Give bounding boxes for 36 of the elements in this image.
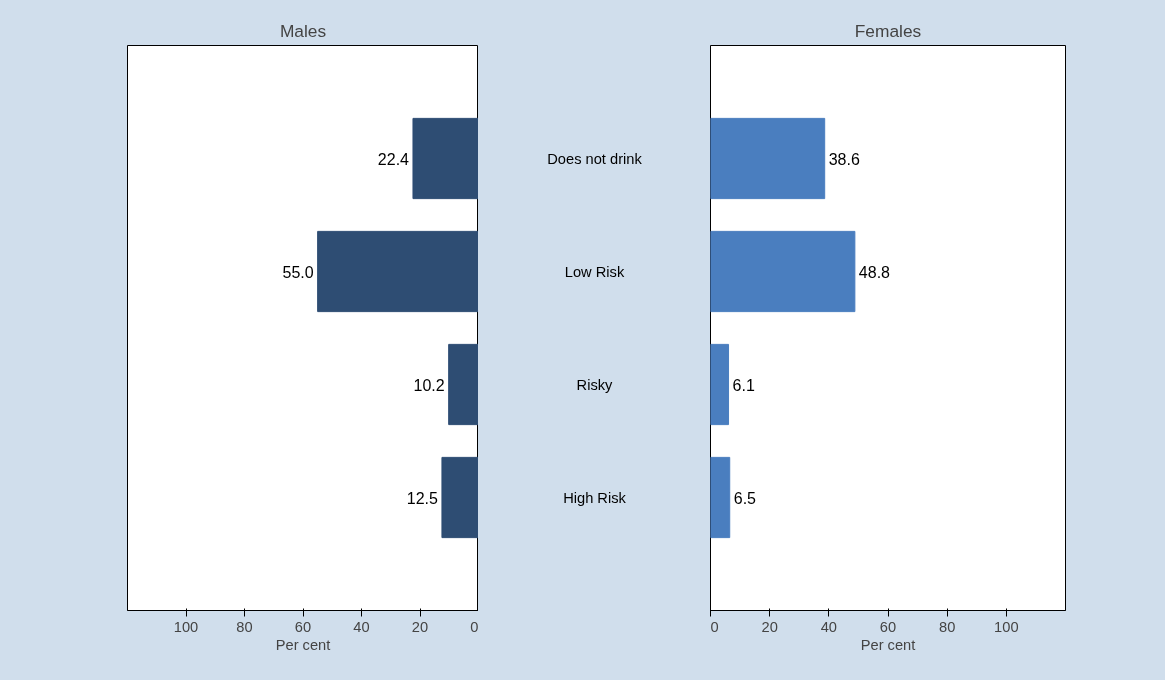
x-tick-label: 100 bbox=[173, 618, 199, 635]
category-label: Low Risk bbox=[564, 263, 625, 280]
x-tick-label: 20 bbox=[761, 618, 778, 635]
x-tick-label: 0 bbox=[470, 618, 479, 635]
category-label: Does not drink bbox=[547, 150, 642, 167]
bar bbox=[710, 230, 856, 313]
x-axis-title: Per cent bbox=[860, 636, 916, 653]
data-label: 22.4 bbox=[377, 150, 410, 168]
data-label: 10.2 bbox=[413, 376, 445, 394]
category-label: High Risk bbox=[563, 489, 626, 506]
x-tick-label: 80 bbox=[939, 618, 956, 635]
bar bbox=[710, 343, 730, 426]
data-label: 6.5 bbox=[733, 489, 757, 507]
x-tick-label: 60 bbox=[294, 618, 312, 635]
data-label: 6.1 bbox=[732, 376, 755, 394]
bar bbox=[317, 230, 478, 313]
data-label: 38.6 bbox=[828, 150, 860, 168]
bar bbox=[448, 343, 478, 426]
x-tick-label: 60 bbox=[879, 618, 897, 635]
bar bbox=[441, 456, 478, 539]
x-tick-label: 40 bbox=[820, 618, 837, 635]
bar bbox=[412, 117, 478, 200]
x-tick-label: 40 bbox=[353, 618, 370, 635]
x-tick-label: 20 bbox=[411, 618, 429, 635]
data-label: 12.5 bbox=[406, 489, 439, 507]
x-tick-label: 80 bbox=[236, 618, 253, 635]
x-tick-label: 0 bbox=[710, 618, 719, 635]
data-label: 48.8 bbox=[858, 263, 891, 281]
chart-title: Females bbox=[854, 20, 922, 41]
category-label: Risky bbox=[576, 376, 613, 393]
bar bbox=[710, 456, 731, 539]
x-tick-label: 100 bbox=[994, 618, 1019, 635]
chart-title: Males bbox=[279, 20, 327, 41]
data-label: 55.0 bbox=[282, 263, 314, 281]
x-axis-title: Per cent bbox=[275, 636, 331, 653]
bar bbox=[710, 117, 826, 200]
